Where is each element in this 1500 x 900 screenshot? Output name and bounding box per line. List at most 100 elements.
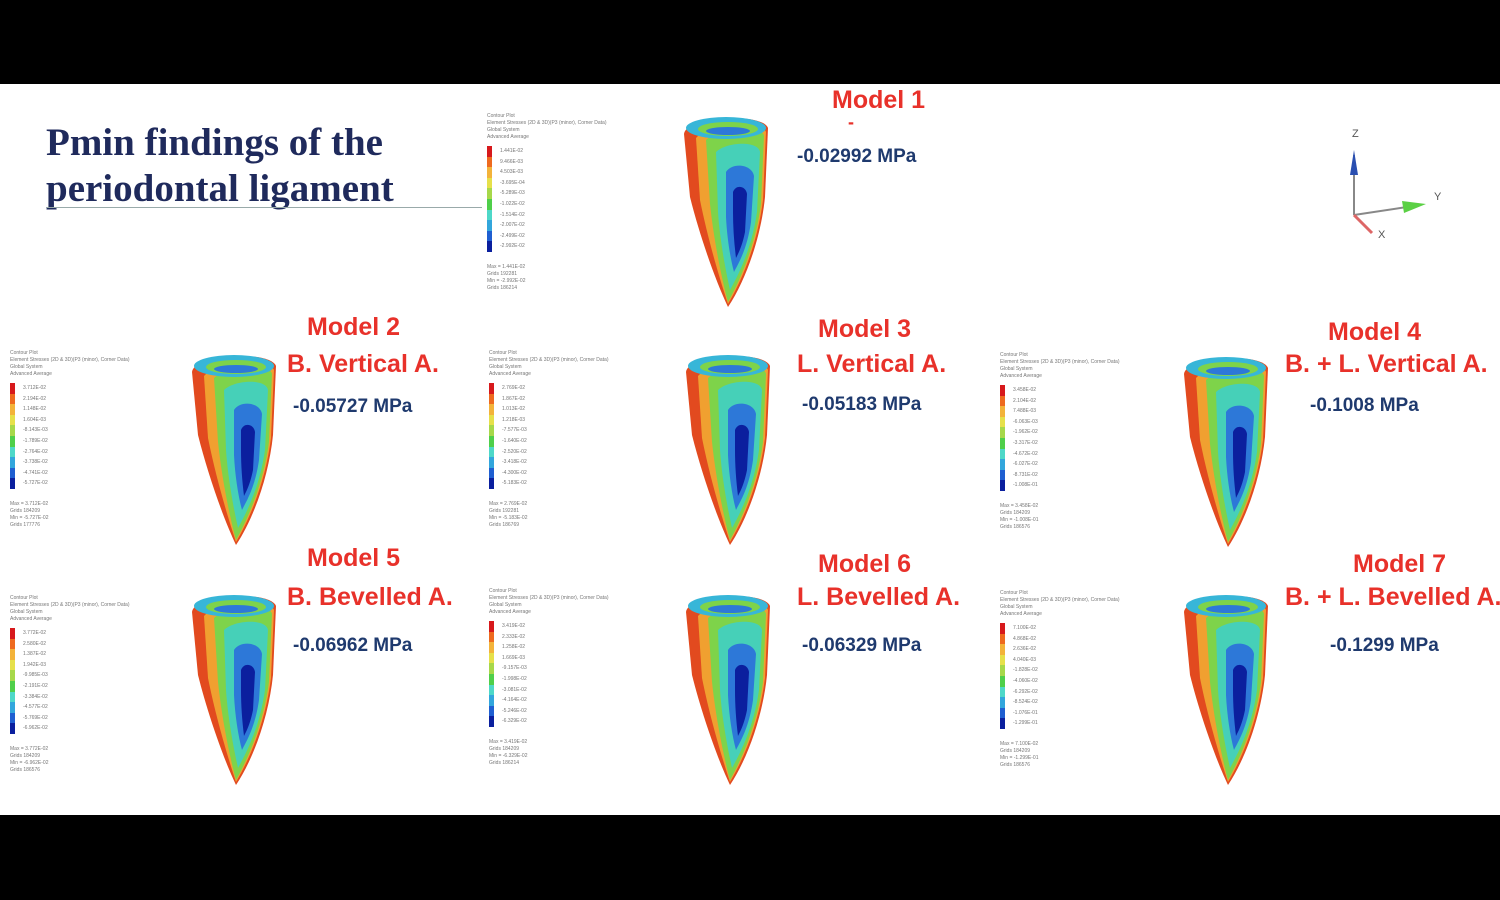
legend-header-line: Global System bbox=[489, 602, 522, 608]
scale-value: -5.246E-02 bbox=[502, 707, 527, 714]
coordinate-axes-icon: Z Y X bbox=[1350, 128, 1442, 241]
contour-legend: Contour Plot Element Stresses (2D & 3D)(P… bbox=[489, 350, 669, 529]
color-scale: 3.419E-02 2.333E-02 1.258E-02 1.669E-03 -9.1… bbox=[489, 621, 669, 727]
title-divider bbox=[46, 207, 482, 208]
legend-footer: Max = 3.458E-02 Grids 184209 Min = -1.008E… bbox=[1000, 503, 1180, 531]
scale-value: -6.063E-03 bbox=[1013, 418, 1038, 425]
color-bar-step bbox=[10, 414, 15, 426]
scale-value: 1.013E-02 bbox=[502, 406, 526, 413]
pmin-value: -0.05183 MPa bbox=[802, 394, 922, 415]
color-bar-step bbox=[487, 146, 492, 157]
scale-value: -1.022E-02 bbox=[500, 200, 525, 207]
scale-value: -2.764E-02 bbox=[23, 448, 48, 455]
scale-value: 4.040E-03 bbox=[1013, 656, 1037, 663]
scale-values: 3.772E-02 2.580E-02 1.387E-02 1.942E-03 -9.9… bbox=[23, 628, 48, 734]
color-bar-step bbox=[489, 425, 494, 436]
footer-line: Max = 1.441E-02 bbox=[487, 263, 526, 270]
y-label: Y bbox=[1434, 191, 1442, 203]
color-bar-step bbox=[1000, 395, 1005, 407]
legend-header-line: Element Stresses (2D & 3D)(P3 (minor), C… bbox=[489, 357, 609, 363]
legend-header-line: Contour Plot bbox=[1000, 352, 1028, 358]
model-title: Model 6 bbox=[818, 550, 912, 578]
footer-line: Grids 192281 bbox=[489, 507, 520, 514]
color-bar-step bbox=[10, 680, 15, 692]
color-bar-step bbox=[10, 723, 15, 734]
scale-value: 1.258E-02 bbox=[502, 644, 526, 651]
color-bar-step bbox=[1000, 416, 1005, 428]
color-bar-step bbox=[487, 188, 492, 199]
scale-value: -5.183E-02 bbox=[502, 480, 527, 487]
scale-value: -1.514E-02 bbox=[500, 211, 525, 218]
color-bar-step bbox=[489, 414, 494, 426]
model-title: Model 5 bbox=[307, 544, 401, 572]
legend-header-line: Global System bbox=[489, 364, 522, 370]
legend-header-line: Contour Plot bbox=[489, 588, 517, 594]
model-subtitle: B. Bevelled A. bbox=[287, 583, 453, 611]
legend-header-line: Element Stresses (2D & 3D)(P3 (minor), C… bbox=[487, 120, 607, 126]
color-bar-step bbox=[1000, 697, 1005, 708]
legend-header-line: Element Stresses (2D & 3D)(P3 (minor), C… bbox=[1000, 597, 1120, 603]
legend-header-line: Contour Plot bbox=[10, 595, 38, 601]
scale-value: -2.191E-02 bbox=[23, 682, 48, 689]
color-bar-step bbox=[489, 383, 494, 394]
footer-line: Grids 184209 bbox=[489, 745, 520, 752]
color-bar-step bbox=[489, 404, 494, 415]
model-subtitle: B. + L. Vertical A. bbox=[1285, 350, 1488, 378]
scale-value: -2.007E-02 bbox=[500, 222, 525, 229]
legend-header-line: Advanced Average bbox=[1000, 373, 1042, 379]
scale-value: 1.604E-03 bbox=[23, 416, 47, 423]
tooth-contour-plot bbox=[680, 350, 772, 551]
model-title: Model 2 bbox=[307, 313, 401, 341]
color-bar-step bbox=[1000, 385, 1005, 396]
contour-legend: Contour Plot Element Stresses (2D & 3D)(P… bbox=[10, 595, 190, 774]
color-bar-step bbox=[10, 659, 15, 671]
y-axis-arrow bbox=[1402, 201, 1426, 213]
scale-value: -3.384E-02 bbox=[23, 693, 48, 700]
scale-value: 3.419E-02 bbox=[502, 623, 526, 629]
color-bar-step bbox=[10, 702, 15, 713]
scale-value: -3.695E-04 bbox=[500, 179, 525, 186]
scale-value: -3.418E-02 bbox=[502, 459, 527, 466]
color-bar-step bbox=[10, 649, 15, 660]
legend-header-line: Global System bbox=[1000, 604, 1033, 610]
color-bar-step bbox=[487, 230, 492, 242]
color-bar-step bbox=[489, 393, 494, 405]
footer-line: Min = -6.962E-02 bbox=[10, 759, 49, 766]
scale-values: 3.712E-02 2.194E-02 1.148E-02 1.604E-03 -8.1… bbox=[23, 383, 48, 489]
model-subtitle: B. Vertical A. bbox=[287, 350, 439, 378]
legend-footer: Max = 2.769E-02 Grids 192281 Min = -5.183E… bbox=[489, 501, 669, 529]
color-bar-step bbox=[10, 638, 15, 650]
footer-line: Min = -1.299E-01 bbox=[1000, 754, 1039, 761]
scale-value: -7.577E-03 bbox=[502, 427, 527, 434]
model-title: Model 7 bbox=[1353, 550, 1447, 578]
scale-value: -4.060E-02 bbox=[1013, 677, 1038, 684]
legend-header-line: Advanced Average bbox=[1000, 611, 1042, 617]
color-bar bbox=[487, 146, 492, 252]
color-bar-step bbox=[1000, 654, 1005, 666]
scale-values: 3.458E-02 2.104E-02 7.488E-03 -6.063E-03 -1.… bbox=[1013, 385, 1038, 491]
scale-value: -3.738E-02 bbox=[23, 459, 48, 466]
color-bar-step bbox=[1000, 675, 1005, 687]
scale-value: 7.488E-03 bbox=[1013, 408, 1037, 415]
footer-line: Grids 186214 bbox=[487, 284, 518, 291]
scale-value: -2.520E-02 bbox=[502, 448, 527, 455]
scale-value: 2.636E-02 bbox=[1013, 646, 1037, 653]
footer-line: Grids 192281 bbox=[487, 270, 518, 277]
tooth-contour-plot bbox=[678, 112, 770, 313]
scale-value: -2.499E-02 bbox=[500, 232, 525, 239]
scale-value: -1.008E-01 bbox=[1013, 482, 1038, 489]
color-scale: 2.769E-02 1.867E-02 1.013E-02 1.218E-03 -7.5… bbox=[489, 383, 669, 489]
color-bar-step bbox=[489, 467, 494, 479]
color-bar-step bbox=[489, 621, 494, 632]
color-bar-step bbox=[10, 446, 15, 458]
legend-header-line: Element Stresses (2D & 3D)(P3 (minor), C… bbox=[489, 595, 609, 601]
contour-legend: Contour Plot Element Stresses (2D & 3D)(P… bbox=[10, 350, 190, 529]
scale-values: 2.769E-02 1.867E-02 1.013E-02 1.218E-03 -7.5… bbox=[502, 383, 527, 489]
contour-legend: Contour Plot Element Stresses (2D & 3D)(P… bbox=[1000, 352, 1180, 531]
color-bar-step bbox=[1000, 633, 1005, 645]
legend-header-line: Advanced Average bbox=[487, 134, 529, 140]
z-axis-arrow bbox=[1350, 150, 1358, 175]
footer-line: Max = 7.100E-02 bbox=[1000, 740, 1039, 747]
scale-value: -1.076E-01 bbox=[1013, 709, 1038, 716]
legend-header-line: Advanced Average bbox=[10, 371, 52, 377]
